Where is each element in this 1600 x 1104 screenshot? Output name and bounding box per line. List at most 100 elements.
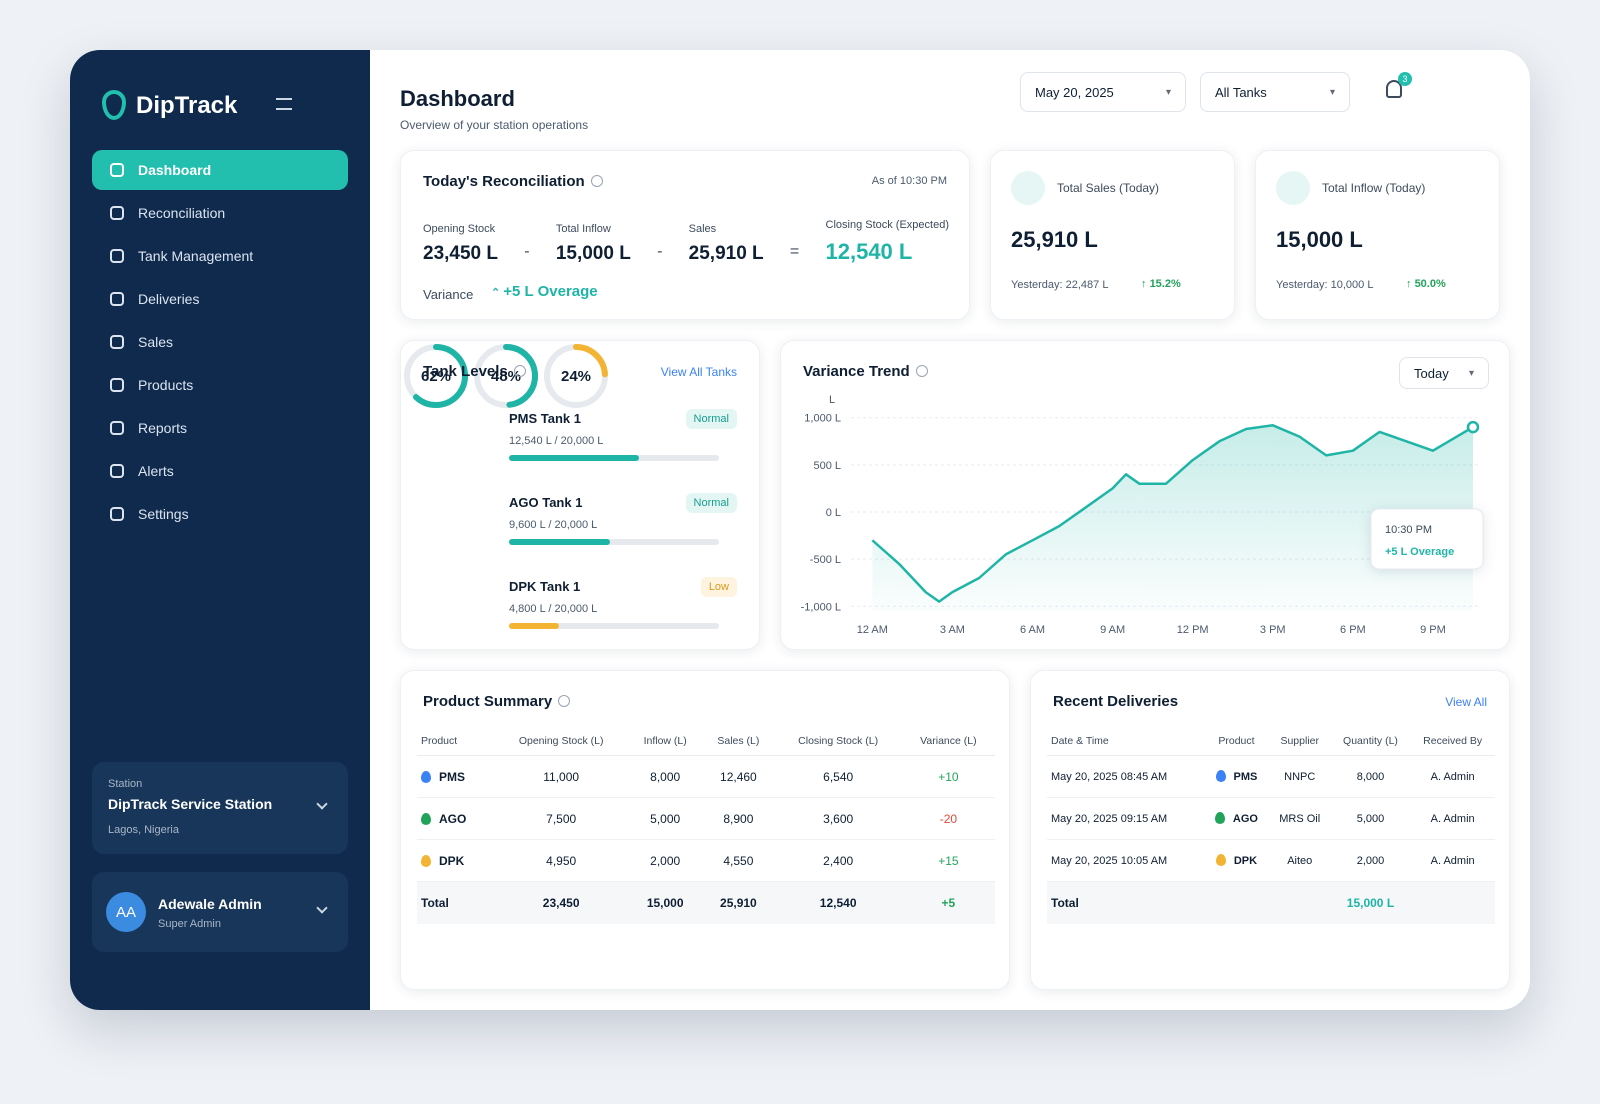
x-tick-label: 3 AM — [940, 624, 965, 636]
total-row: Total 15,000 L — [1047, 881, 1495, 924]
nav-icon — [110, 464, 124, 478]
cell-text: DPK — [1233, 855, 1258, 867]
cell: NNPC — [1268, 755, 1331, 798]
tank-volume: 4,800 L / 20,000 L — [509, 603, 598, 615]
cell-text: NNPC — [1284, 770, 1316, 783]
cell: A. Admin — [1410, 797, 1495, 840]
cell-text: 2,400 — [823, 853, 854, 868]
cell: May 20, 2025 10:05 AM — [1047, 839, 1205, 882]
chevron — [316, 798, 328, 810]
tooltip-label: +5 L Overage — [1385, 546, 1454, 558]
total-cell: 15,000 L — [1330, 881, 1411, 924]
recon-value: 12,540 L — [825, 239, 913, 264]
total-cell: 12,540 — [774, 881, 902, 924]
nav-item[interactable]: Reconciliation — [92, 193, 348, 233]
nav-item[interactable]: Products — [92, 365, 348, 405]
date-picker[interactable]: May 20, 2025 ▾ — [1020, 72, 1186, 112]
recon-item: Closing Stock (Expected) 12,540 L — [826, 219, 950, 265]
view-all-tanks[interactable]: View All Tanks — [660, 365, 737, 379]
area — [872, 425, 1473, 611]
ring-fill — [474, 344, 538, 408]
tank-filter[interactable]: All Tanks ▾ — [1200, 72, 1350, 112]
product-drop — [421, 812, 431, 825]
range-text: Today — [1414, 365, 1449, 381]
cell-text: May 20, 2025 09:15 AM — [1051, 812, 1168, 825]
cell: A. Admin — [1410, 755, 1495, 798]
date: May 20, 2025 — [1035, 84, 1114, 100]
nav-item[interactable]: Dashboard — [92, 150, 348, 190]
table-row: DPK 4,950 2,000 4,550 2,400 +15 — [417, 839, 995, 882]
nav-label: Alerts — [138, 463, 174, 479]
card-title: Variance Trend — [803, 363, 928, 380]
table-row: AGO 7,500 5,000 8,900 3,600 -20 — [417, 797, 995, 840]
kpi-icon — [1011, 171, 1045, 205]
nav-icon — [110, 421, 124, 435]
nav-item[interactable]: Deliveries — [92, 279, 348, 319]
bar-fill — [509, 539, 610, 545]
ring-label: 24% — [561, 368, 591, 385]
nav-item[interactable]: Alerts — [92, 451, 348, 491]
range-filter[interactable]: Today ▾ — [1399, 357, 1489, 389]
cell-text: Aiteo — [1287, 854, 1313, 867]
cell: +10 — [901, 755, 995, 798]
kpi-yesterday: Yesterday: 10,000 L — [1276, 279, 1374, 291]
y-tick-label: -1,000 L — [801, 601, 841, 613]
bar-track — [509, 539, 719, 545]
x-tick-label: 9 AM — [1100, 624, 1125, 636]
cell-text: 12,460 — [720, 769, 757, 784]
x-tick-label: 6 PM — [1340, 624, 1366, 636]
user-box[interactable]: AA Adewale Admin Super Admin — [92, 872, 348, 952]
reconciliation-card: Today's Reconciliation As of 10:30 PM Op… — [400, 150, 970, 320]
product-drop — [421, 770, 431, 783]
sidebar: DipTrack Dashboard Reconciliation Tank Man… — [70, 50, 370, 1010]
title-text: Today's Reconciliation — [423, 173, 585, 190]
tank-name: AGO Tank 1 — [509, 495, 583, 510]
cell-text: A. Admin — [1430, 854, 1475, 867]
total-cell — [1410, 881, 1495, 924]
kpi-value: 25,910 L — [1011, 227, 1098, 252]
view-all-deliveries[interactable]: View All — [1445, 695, 1487, 709]
variance: ⌃ +5 L Overage — [491, 283, 598, 300]
nav-item[interactable]: Tank Management — [92, 236, 348, 276]
x-tick-label: 3 PM — [1260, 624, 1286, 636]
status-badge: Low — [700, 577, 737, 597]
nav-label: Deliveries — [138, 291, 200, 307]
cell-text: AGO — [1232, 813, 1258, 825]
cell-text: May 20, 2025 08:45 AM — [1051, 770, 1168, 783]
tank-ring: 24% — [544, 344, 608, 408]
page-title: Dashboard — [400, 86, 515, 111]
cell: 5,000 — [1330, 797, 1411, 840]
kpi-icon — [1276, 171, 1310, 205]
station-box[interactable]: Station DipTrack Service Station Lagos, … — [92, 762, 348, 854]
bell[interactable] — [1386, 80, 1402, 98]
tank-ring: 48% — [474, 344, 538, 408]
ring-label: 62% — [421, 368, 451, 385]
cell-text: 8,900 — [723, 811, 754, 826]
nav-label: Products — [138, 377, 194, 393]
cell: 2,000 — [1330, 839, 1411, 882]
page-subtitle: Overview of your station operations — [400, 118, 589, 132]
cell-text: +15 — [938, 853, 959, 868]
total-cell: 25,910 — [702, 881, 775, 924]
nav-item[interactable]: Sales — [92, 322, 348, 362]
cell: 11,000 — [494, 755, 629, 798]
cell: PMS — [417, 755, 495, 798]
nav-icon — [110, 507, 124, 521]
column-header: Inflow (L) — [628, 727, 703, 756]
y-tick-label: 500 L — [813, 460, 841, 472]
y-tick-label: 1,000 L — [804, 413, 841, 425]
nav-item[interactable]: Reports — [92, 408, 348, 448]
column-header: Opening Stock (L) — [494, 727, 629, 756]
product-summary-card: Product Summary Product Opening Stock (L)… — [400, 670, 1010, 990]
variance-trend-card: Variance Trend Today ▾ L 1,000 L 500 L 0 L -5… — [780, 340, 1510, 650]
menu-toggle[interactable] — [276, 98, 292, 110]
line — [871, 424, 1474, 603]
y-tick-label: -500 L — [810, 554, 841, 566]
nav-label: Settings — [138, 506, 189, 522]
product-table: Product Opening Stock (L) Inflow (L) Sales … — [417, 727, 995, 924]
cell-text: MRS Oil — [1279, 812, 1321, 825]
column-header: Supplier — [1268, 727, 1331, 756]
nav-item[interactable]: Settings — [92, 494, 348, 534]
kpi-card: Total Sales (Today) 25,910 L Yesterday: 22… — [990, 150, 1235, 320]
cell-text: A. Admin — [1430, 812, 1475, 825]
